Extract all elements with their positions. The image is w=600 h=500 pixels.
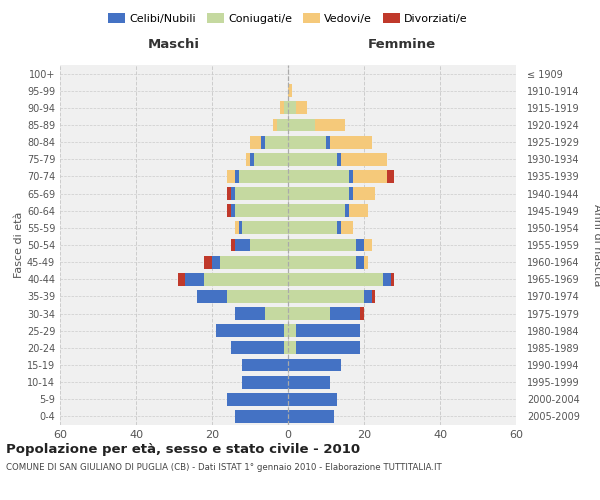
Bar [314,118,345,132]
Bar [262,136,265,148]
Text: Femmine: Femmine [368,38,436,52]
Bar [288,102,296,114]
Bar [231,204,235,217]
Bar [231,187,235,200]
Bar [360,307,364,320]
Bar [235,187,288,200]
Bar [288,376,330,388]
Legend: Celibi/Nubili, Coniugati/e, Vedovi/e, Divorziati/e: Celibi/Nubili, Coniugati/e, Vedovi/e, Di… [106,10,470,26]
Bar [239,170,288,183]
Bar [341,153,387,166]
Bar [364,290,371,303]
Bar [337,153,341,166]
Bar [349,204,368,217]
Bar [288,187,349,200]
Bar [296,342,360,354]
Y-axis label: Fasce di età: Fasce di età [14,212,24,278]
Bar [288,238,356,252]
Bar [197,290,227,303]
Bar [288,307,330,320]
Bar [288,153,337,166]
Bar [364,256,368,268]
Bar [296,324,360,337]
Bar [288,256,356,268]
Bar [341,222,353,234]
Bar [330,136,371,148]
Bar [216,324,284,337]
Bar [288,204,345,217]
Text: Anni di nascita: Anni di nascita [592,204,600,286]
Bar [235,307,265,320]
Bar [288,290,364,303]
Bar [326,136,330,148]
Bar [242,222,288,234]
Bar [288,222,337,234]
Bar [364,238,371,252]
Bar [349,170,353,183]
Bar [250,136,262,148]
Bar [277,118,288,132]
Bar [242,376,288,388]
Bar [227,204,231,217]
Bar [231,238,235,252]
Text: Popolazione per età, sesso e stato civile - 2010: Popolazione per età, sesso e stato civil… [6,442,360,456]
Bar [349,187,353,200]
Bar [235,410,288,423]
Bar [288,393,337,406]
Bar [178,273,185,285]
Bar [280,102,284,114]
Bar [296,102,307,114]
Bar [330,307,360,320]
Bar [185,273,205,285]
Bar [250,238,288,252]
Bar [356,238,364,252]
Bar [235,222,239,234]
Bar [288,342,296,354]
Bar [235,204,288,217]
Bar [288,136,326,148]
Bar [345,204,349,217]
Bar [239,222,242,234]
Bar [246,153,250,166]
Bar [337,222,341,234]
Bar [288,358,341,372]
Bar [288,118,314,132]
Bar [227,393,288,406]
Bar [383,273,391,285]
Bar [231,342,284,354]
Bar [284,324,288,337]
Bar [356,256,364,268]
Text: COMUNE DI SAN GIULIANO DI PUGLIA (CB) - Dati ISTAT 1° gennaio 2010 - Elaborazion: COMUNE DI SAN GIULIANO DI PUGLIA (CB) - … [6,462,442,471]
Text: Maschi: Maschi [148,38,200,52]
Bar [288,84,292,97]
Bar [265,136,288,148]
Bar [254,153,288,166]
Bar [284,342,288,354]
Bar [220,256,288,268]
Bar [250,153,254,166]
Bar [212,256,220,268]
Bar [273,118,277,132]
Bar [227,187,231,200]
Bar [288,410,334,423]
Bar [227,290,288,303]
Bar [387,170,394,183]
Bar [284,102,288,114]
Bar [353,170,387,183]
Bar [288,170,349,183]
Bar [353,187,376,200]
Bar [227,170,235,183]
Bar [205,273,288,285]
Bar [242,358,288,372]
Bar [288,273,383,285]
Bar [265,307,288,320]
Bar [371,290,376,303]
Bar [391,273,394,285]
Bar [235,170,239,183]
Bar [288,324,296,337]
Bar [205,256,212,268]
Bar [235,238,250,252]
